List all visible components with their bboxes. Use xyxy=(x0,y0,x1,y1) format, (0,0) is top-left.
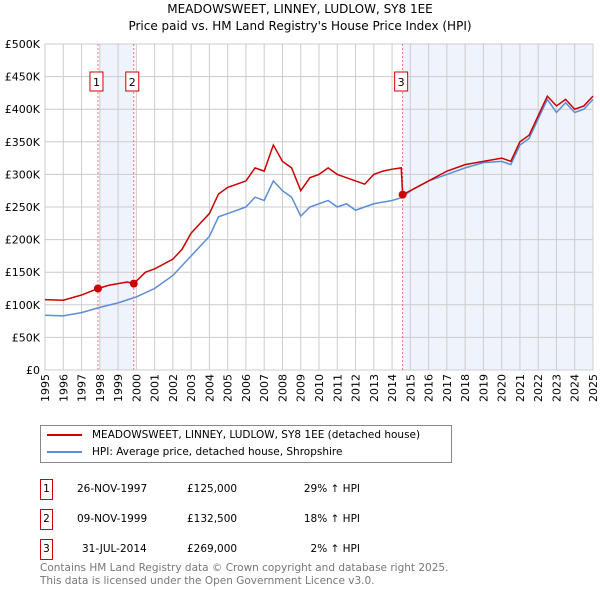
sale-marker-number: 2 xyxy=(129,76,136,89)
sale-marker-box xyxy=(125,71,140,92)
y-tick-label: £150K xyxy=(5,266,41,279)
footer-line-1: Contains HM Land Registry data © Crown c… xyxy=(40,562,449,574)
chart-title: MEADOWSWEET, LINNEY, LUDLOW, SY8 1EE xyxy=(167,2,433,16)
sale-price: £132,500 xyxy=(187,513,238,525)
y-tick-label: £0 xyxy=(26,364,40,377)
x-tick-label: 2005 xyxy=(222,374,235,402)
footer-line-2: This data is licensed under the Open Gov… xyxy=(40,575,375,587)
sale-marker-number: 1 xyxy=(93,76,100,89)
x-tick-label: 2012 xyxy=(350,374,363,402)
y-tick-label: £250K xyxy=(5,201,41,214)
sale-hpi-change: 2% ↑ HPI xyxy=(310,543,360,555)
y-tick-label: £50K xyxy=(12,331,41,344)
x-tick-label: 2013 xyxy=(368,374,381,402)
price-paid-line xyxy=(44,94,594,301)
sale-price: £125,000 xyxy=(187,483,238,495)
legend-swatch-blue xyxy=(47,451,82,453)
sale-number: 3 xyxy=(40,539,53,560)
legend-swatch-red xyxy=(47,434,82,436)
x-tick-label: 2022 xyxy=(532,374,545,402)
legend-label-property: MEADOWSWEET, LINNEY, LUDLOW, SY8 1EE (de… xyxy=(92,429,421,441)
x-tick-label: 1998 xyxy=(94,374,107,402)
x-tick-label: 1995 xyxy=(39,374,52,402)
x-tick-label: 2024 xyxy=(569,374,582,402)
x-tick-label: 1999 xyxy=(112,374,125,402)
x-tick-label: 2016 xyxy=(423,374,436,402)
x-tick-label: 2015 xyxy=(404,374,417,402)
hpi-line xyxy=(44,97,594,317)
sale-marker-number: 3 xyxy=(398,76,405,89)
x-tick-label: 2006 xyxy=(240,374,253,402)
x-tick-label: 2010 xyxy=(313,374,326,402)
sale-number: 1 xyxy=(40,479,53,500)
y-tick-label: £450K xyxy=(5,71,41,84)
sale-price: £269,000 xyxy=(187,543,238,555)
x-tick-label: 2009 xyxy=(295,374,308,402)
x-tick-label: 2021 xyxy=(514,374,527,402)
y-tick-label: £200K xyxy=(5,234,41,247)
sale-point xyxy=(93,284,102,293)
chart-subtitle: Price paid vs. HM Land Registry's House … xyxy=(128,19,471,33)
x-tick-label: 2020 xyxy=(496,374,509,402)
sale-marker-box xyxy=(89,71,104,92)
y-tick-label: £400K xyxy=(5,103,41,116)
x-tick-label: 2007 xyxy=(258,374,271,402)
sale-date: 09-NOV-1999 xyxy=(77,513,148,525)
sale-hpi-change: 18% ↑ HPI xyxy=(303,513,360,525)
x-tick-label: 2001 xyxy=(149,374,162,402)
sale-date: 31-JUL-2014 xyxy=(82,543,147,555)
x-tick-label: 2017 xyxy=(441,374,454,402)
x-tick-label: 2019 xyxy=(477,374,490,402)
x-tick-label: 2014 xyxy=(386,374,399,402)
x-tick-label: 2000 xyxy=(130,374,143,402)
price-chart: MEADOWSWEET, LINNEY, LUDLOW, SY8 1EE Pri… xyxy=(5,2,600,402)
sale-point xyxy=(129,279,138,288)
legend-label-hpi: HPI: Average price, detached house, Shro… xyxy=(92,446,343,458)
footer: Contains HM Land Registry data © Crown c… xyxy=(40,562,448,588)
x-tick-label: 2004 xyxy=(203,374,216,402)
legend: MEADOWSWEET, LINNEY, LUDLOW, SY8 1EE (de… xyxy=(40,425,452,463)
sale-number: 2 xyxy=(40,509,53,530)
x-tick-label: 2003 xyxy=(185,374,198,402)
x-tick-label: 2011 xyxy=(331,374,344,402)
sale-marker-box xyxy=(394,71,409,92)
y-tick-label: £100K xyxy=(5,299,41,312)
y-tick-label: £500K xyxy=(5,38,41,51)
y-tick-label: £350K xyxy=(5,136,41,149)
x-tick-label: 2023 xyxy=(550,374,563,402)
sale-point xyxy=(398,190,407,199)
x-tick-label: 2002 xyxy=(167,374,180,402)
sale-date: 26-NOV-1997 xyxy=(77,483,148,495)
x-tick-label: 2025 xyxy=(587,374,600,402)
x-tick-label: 1997 xyxy=(76,374,89,402)
sale-hpi-change: 29% ↑ HPI xyxy=(303,483,360,495)
plot-border xyxy=(44,43,594,371)
y-tick-label: £300K xyxy=(5,168,41,181)
x-tick-label: 2018 xyxy=(459,374,472,402)
x-tick-label: 2008 xyxy=(276,374,289,402)
x-tick-label: 1996 xyxy=(57,374,70,402)
